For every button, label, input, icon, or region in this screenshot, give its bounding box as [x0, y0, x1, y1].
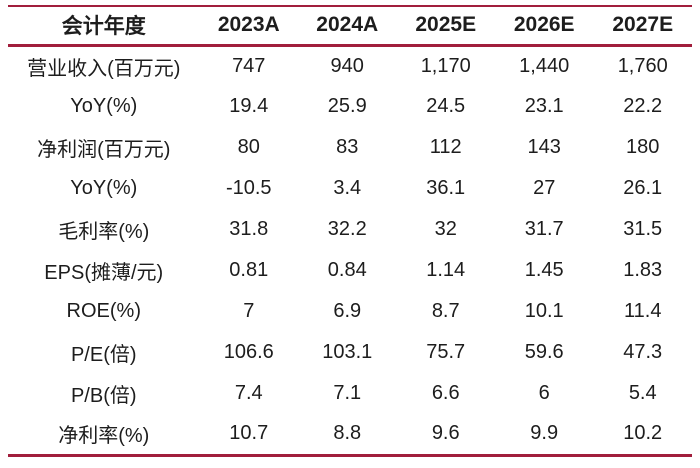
table-row: 毛利率(%) 31.8 32.2 32 31.7 31.5 [8, 209, 692, 250]
cell-value: 8.7 [431, 300, 460, 322]
header-fiscal-year-label: 会计年度 [61, 15, 146, 39]
table-row: 净利润(百万元) 80 83 112 143 180 [8, 127, 692, 168]
header-year-col: 2024A [316, 13, 379, 37]
row-metric-label: 毛利率(%) [58, 221, 150, 243]
cell-value: 1,760 [617, 54, 668, 77]
cell-value: 80 [237, 136, 260, 158]
row-metric-label: 净利率(%) [58, 425, 150, 448]
header-row: 会计年度 2023A 2024A 2025E 2026E 2027E [8, 6, 692, 45]
cell-value: 11.4 [624, 300, 662, 322]
cell-value: 27 [533, 177, 556, 199]
row-metric-label: P/E(倍) [70, 344, 137, 366]
cell-value: 31.7 [524, 218, 564, 240]
cell-value: 9.9 [530, 422, 559, 445]
forecast-table: 会计年度 2023A 2024A 2025E 2026E 2027E 营业收入(百万元) 7… [8, 5, 692, 457]
cell-value: 180 [626, 136, 660, 158]
cell-value: 5.4 [628, 382, 657, 404]
row-metric-label: YoY(%) [70, 177, 138, 199]
cell-value: 75.7 [426, 341, 466, 363]
cell-value: 7 [243, 300, 255, 322]
table-row: 营业收入(百万元) 747 940 1,170 1,440 1,760 [8, 45, 692, 86]
table-row: YoY(%) -10.5 3.4 36.1 27 26.1 [8, 168, 692, 209]
cell-value: 9.6 [431, 422, 460, 445]
table-row: 净利率(%) 10.7 8.8 9.6 9.9 10.2 [8, 414, 692, 455]
cell-value: 1,170 [420, 54, 471, 77]
financial-forecast-table: 会计年度 2023A 2024A 2025E 2026E 2027E 营业收入(百万元) 7… [8, 5, 692, 457]
table-header: 会计年度 2023A 2024A 2025E 2026E 2027E [8, 6, 692, 45]
cell-value: 19.4 [229, 95, 269, 117]
cell-value: 8.8 [333, 422, 362, 445]
table-row: EPS(摊薄/元) 0.81 0.84 1.14 1.45 1.83 [8, 250, 692, 291]
table-body: 营业收入(百万元) 747 940 1,170 1,440 1,760 YoY(%) 19.4… [8, 45, 692, 455]
cell-value: 0.81 [229, 259, 269, 281]
cell-value: 112 [429, 136, 462, 158]
cell-value: 10.7 [229, 422, 269, 445]
cell-value: 26.1 [623, 177, 663, 199]
cell-value: 23.1 [524, 95, 564, 117]
table-row: P/E(倍) 106.6 103.1 75.7 59.6 47.3 [8, 332, 692, 373]
cell-value: 7.1 [333, 382, 362, 404]
cell-value: 103.1 [322, 341, 373, 363]
cell-value: 25.9 [327, 95, 367, 117]
cell-value: 143 [527, 136, 561, 158]
cell-value: 24.5 [426, 95, 466, 117]
cell-value: 32 [434, 218, 457, 240]
header-year-col: 2027E [612, 13, 674, 37]
cell-value: 83 [336, 136, 359, 158]
cell-value: 36.1 [426, 177, 466, 199]
table-row: P/B(倍) 7.4 7.1 6.6 6 5.4 [8, 373, 692, 414]
cell-value: 59.6 [524, 341, 564, 363]
cell-value: 7.4 [234, 382, 263, 404]
cell-value: 6 [538, 382, 550, 404]
header-year-col: 2023A [217, 13, 280, 37]
cell-value: 747 [232, 54, 266, 77]
row-metric-label: EPS(摊薄/元) [44, 262, 164, 284]
cell-value: 47.3 [623, 341, 663, 363]
cell-value: 1.83 [623, 259, 663, 281]
cell-value: 1.14 [426, 259, 466, 281]
cell-value: 106.6 [223, 341, 274, 363]
header-year-col: 2026E [513, 13, 575, 37]
cell-value: 32.2 [327, 218, 367, 240]
cell-value: 3.4 [333, 177, 362, 199]
cell-value: 940 [330, 54, 364, 77]
row-metric-label: YoY(%) [70, 95, 138, 117]
table-row: ROE(%) 7 6.9 8.7 10.1 11.4 [8, 291, 692, 332]
header-year-col: 2025E [415, 13, 477, 37]
row-metric-label: 净利润(百万元) [37, 139, 171, 161]
cell-value: 31.5 [623, 218, 663, 240]
cell-value: 1.45 [524, 259, 564, 281]
cell-value: 6.6 [431, 382, 460, 404]
row-metric-label: 营业收入(百万元) [27, 57, 181, 80]
cell-value: 22.2 [623, 95, 663, 117]
cell-value: 10.1 [524, 300, 564, 322]
cell-value: 6.9 [333, 300, 362, 322]
cell-value: 31.8 [229, 218, 269, 240]
table-row: YoY(%) 19.4 25.9 24.5 23.1 22.2 [8, 86, 692, 127]
row-metric-label: P/B(倍) [70, 385, 137, 407]
cell-value: 10.2 [623, 422, 663, 445]
cell-value: 1,440 [519, 54, 570, 77]
cell-value: 0.84 [327, 259, 367, 281]
cell-value: -10.5 [225, 177, 272, 199]
row-metric-label: ROE(%) [66, 300, 141, 322]
